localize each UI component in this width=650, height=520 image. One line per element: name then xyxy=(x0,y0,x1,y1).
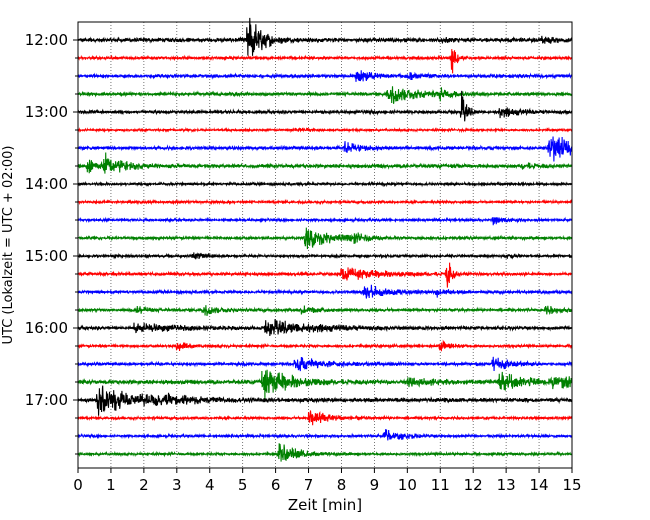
trace-group xyxy=(77,17,573,462)
y-tick-label: 13:00 xyxy=(25,103,68,121)
x-tick-label: 12 xyxy=(464,476,483,494)
x-tick-label: 6 xyxy=(271,476,281,494)
x-tick-label: 9 xyxy=(370,476,380,494)
y-axis: 12:00 13:00 14:00 15:00 16:00 17:00 xyxy=(25,31,78,455)
y-tick-label: 16:00 xyxy=(25,319,68,337)
trace-line xyxy=(77,410,573,426)
trace-line xyxy=(77,227,573,250)
trace-line xyxy=(77,319,573,337)
plot-frame xyxy=(77,21,573,469)
x-axis-label: Zeit [min] xyxy=(288,496,362,514)
trace-line xyxy=(77,49,573,74)
trace-line xyxy=(77,356,573,372)
x-tick-label: 13 xyxy=(497,476,516,494)
y-tick-label: 12:00 xyxy=(25,31,68,49)
trace-line xyxy=(77,443,573,462)
grid-lines xyxy=(110,22,540,468)
x-tick-label: 5 xyxy=(238,476,248,494)
x-tick-label: 10 xyxy=(398,476,417,494)
trace-line xyxy=(77,180,573,188)
trace-line xyxy=(77,429,573,441)
trace-line xyxy=(77,252,573,260)
y-tick-label: 14:00 xyxy=(25,175,68,193)
y-tick-label: 15:00 xyxy=(25,247,68,265)
x-tick-label: 7 xyxy=(304,476,314,494)
trace-line xyxy=(77,136,573,162)
trace-line xyxy=(77,70,573,82)
x-tick-label: 0 xyxy=(73,476,83,494)
trace-line xyxy=(77,305,573,316)
x-tick-label: 11 xyxy=(431,476,450,494)
trace-line xyxy=(77,90,573,122)
x-axis: 0 1 2 3 4 5 6 7 8 9 10 11 12 13 14 15 xyxy=(73,468,582,494)
x-tick-label: 3 xyxy=(172,476,182,494)
y-axis-label: UTC (Lokalzeit = UTC + 02:00) xyxy=(1,146,16,345)
x-tick-label: 2 xyxy=(139,476,149,494)
trace-line xyxy=(77,369,573,400)
trace-line xyxy=(77,17,573,56)
trace-line xyxy=(77,152,573,174)
x-tick-label: 4 xyxy=(205,476,215,494)
x-tick-label: 15 xyxy=(562,476,581,494)
trace-line xyxy=(77,86,573,104)
x-tick-label: 1 xyxy=(106,476,116,494)
x-tick-label: 14 xyxy=(530,476,549,494)
x-tick-label: 8 xyxy=(337,476,347,494)
trace-line xyxy=(77,126,573,134)
y-tick-label: 17:00 xyxy=(25,391,68,409)
trace-line xyxy=(77,262,573,288)
trace-line xyxy=(77,216,573,226)
trace-line xyxy=(77,385,573,416)
trace-line xyxy=(77,339,573,352)
trace-line xyxy=(77,198,573,206)
trace-line xyxy=(77,284,573,299)
